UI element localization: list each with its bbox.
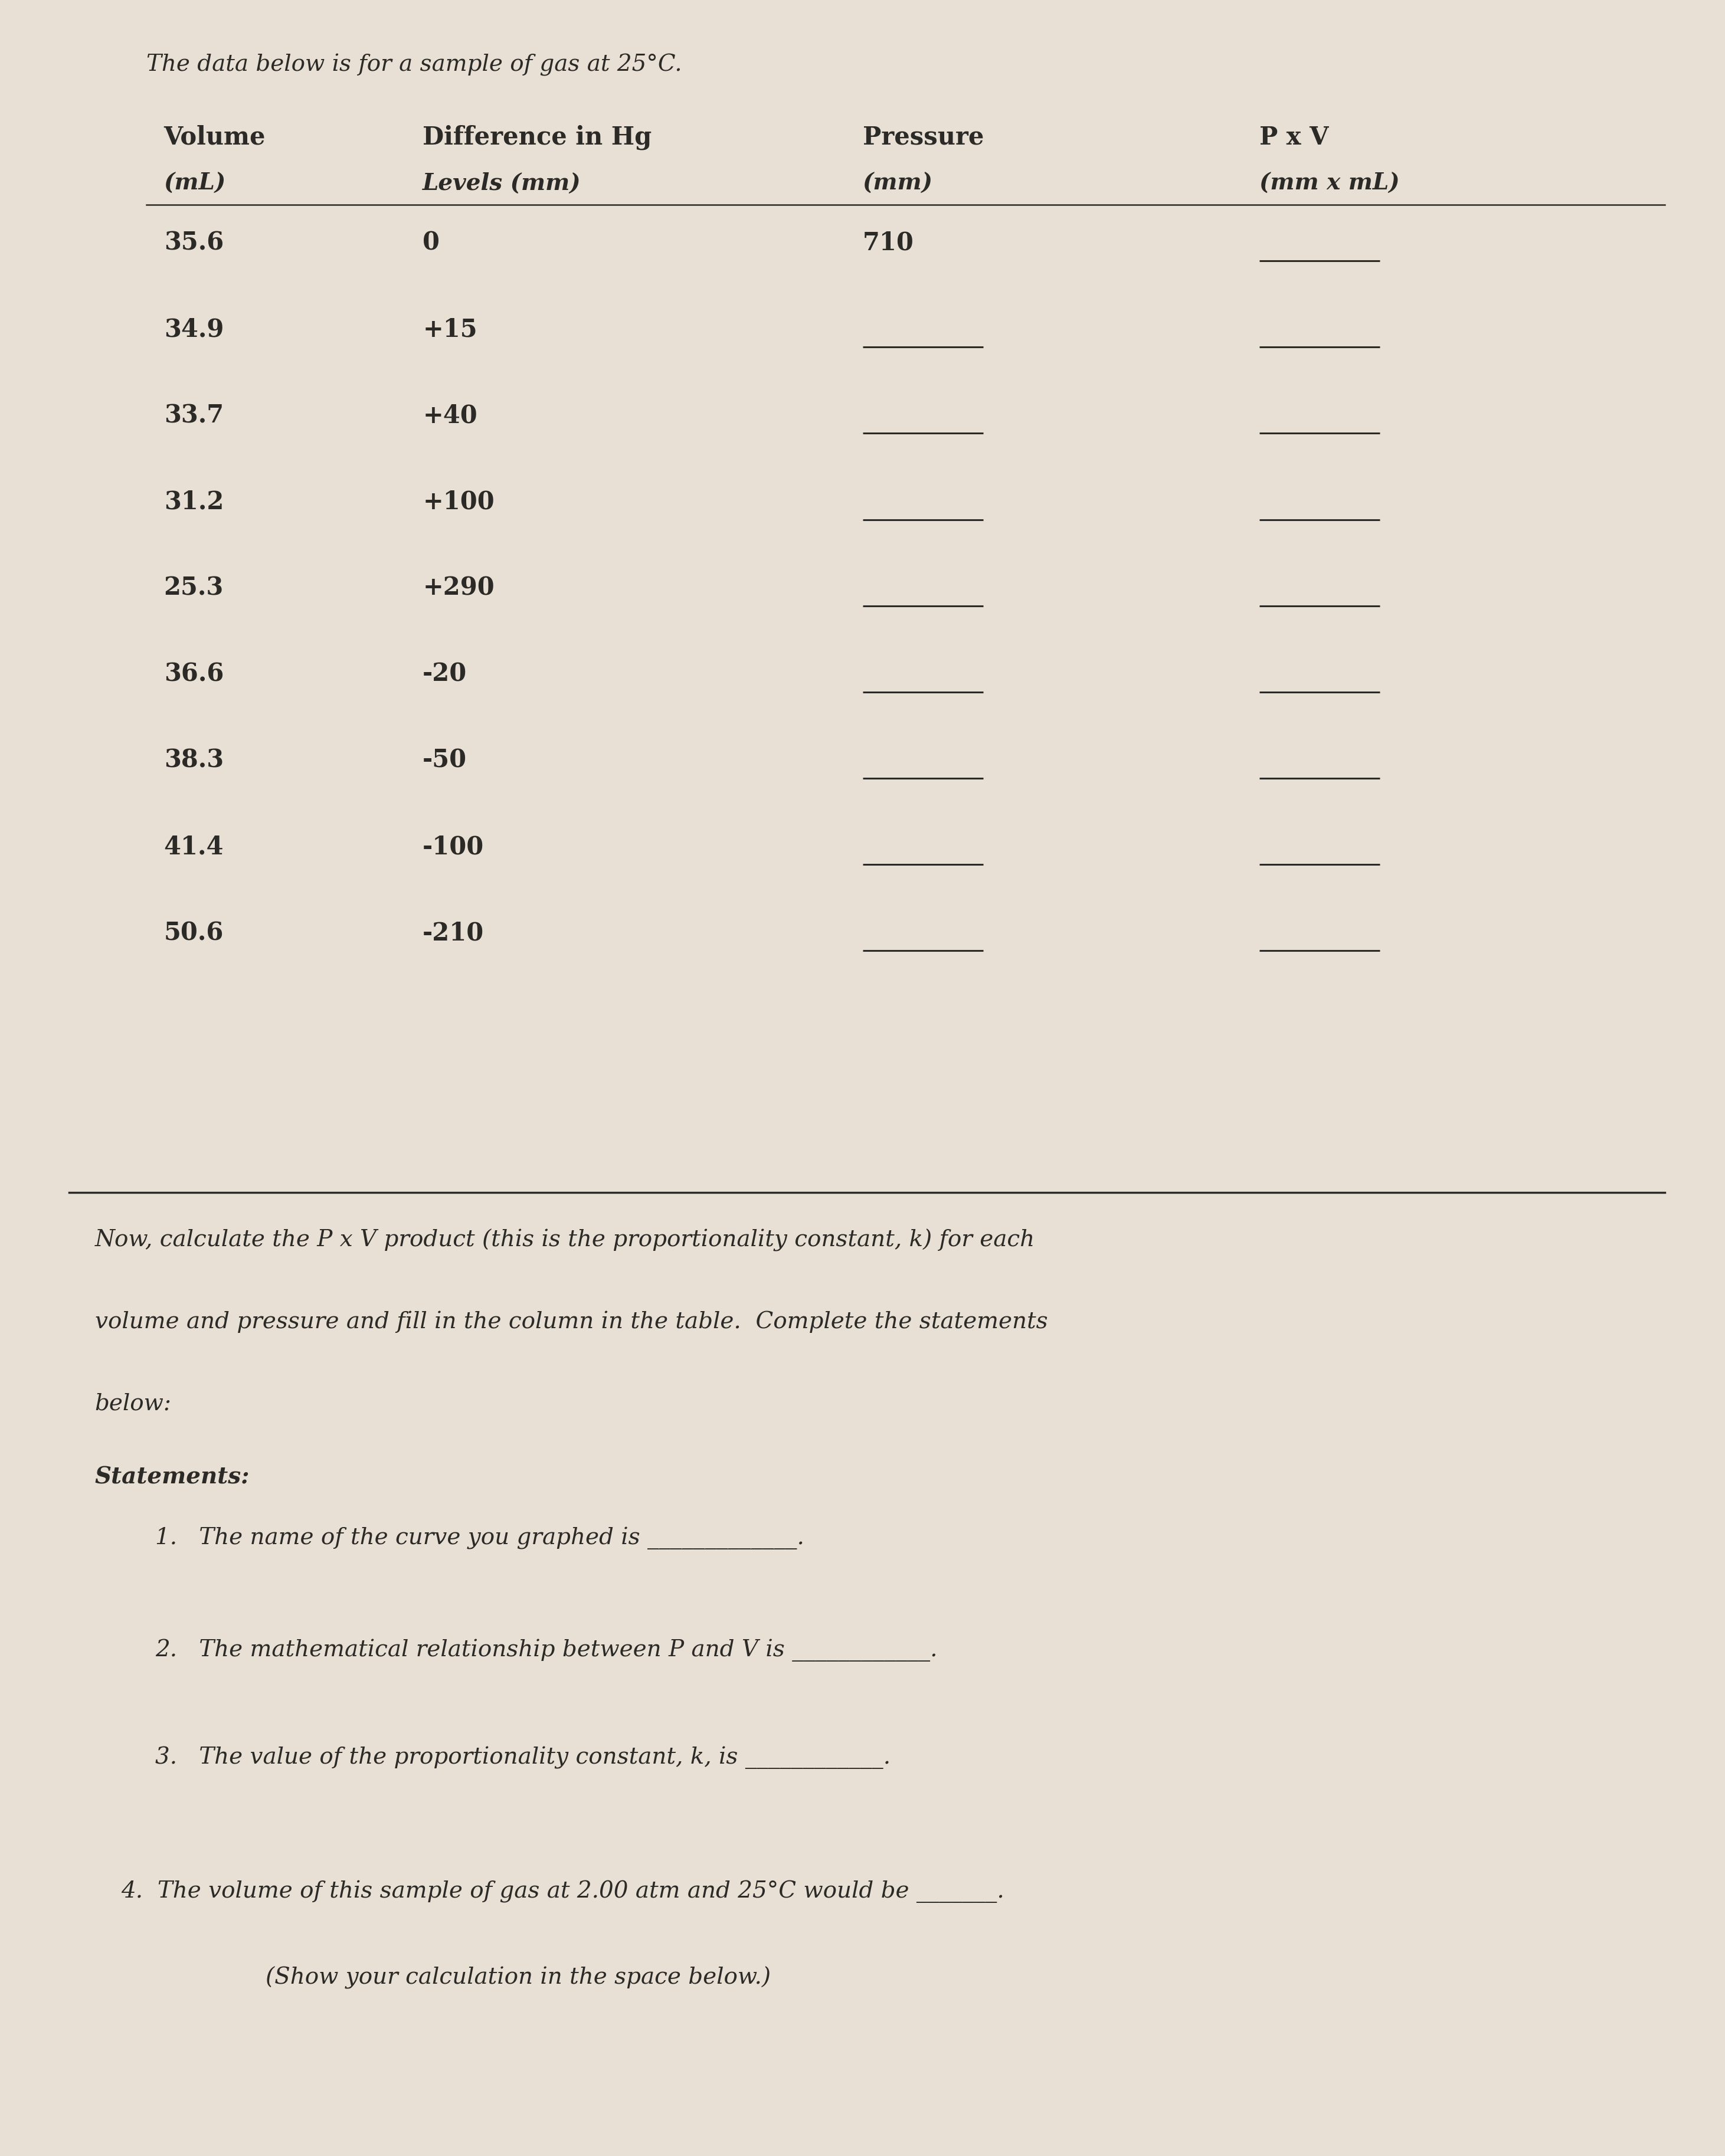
Text: 3.   The value of the proportionality constant, k, is ____________.: 3. The value of the proportionality cons…: [155, 1746, 890, 1770]
Text: +40: +40: [423, 403, 478, 427]
Text: Volume: Volume: [164, 125, 266, 149]
Text: -20: -20: [423, 662, 467, 686]
Text: (mm): (mm): [862, 172, 933, 194]
Text: 710: 710: [862, 231, 914, 254]
Text: Levels (mm): Levels (mm): [423, 172, 581, 194]
Text: (mL): (mL): [164, 172, 226, 194]
Text: 2.   The mathematical relationship between P and V is ____________.: 2. The mathematical relationship between…: [155, 1639, 937, 1662]
Text: 33.7: 33.7: [164, 403, 224, 427]
Text: 25.3: 25.3: [164, 576, 224, 599]
Text: 0: 0: [423, 231, 440, 254]
Text: Statements:: Statements:: [95, 1466, 250, 1488]
Text: 34.9: 34.9: [164, 317, 224, 341]
Text: +100: +100: [423, 489, 495, 513]
Text: 50.6: 50.6: [164, 921, 224, 944]
Text: 31.2: 31.2: [164, 489, 224, 513]
Text: Pressure: Pressure: [862, 125, 983, 149]
Text: The data below is for a sample of gas at 25°C.: The data below is for a sample of gas at…: [147, 54, 683, 75]
Text: (mm x mL): (mm x mL): [1259, 172, 1399, 194]
Text: below:: below:: [95, 1393, 171, 1414]
Text: P x V: P x V: [1259, 125, 1328, 149]
Text: volume and pressure and fill in the column in the table.  Complete the statement: volume and pressure and fill in the colu…: [95, 1311, 1047, 1332]
Text: 41.4: 41.4: [164, 834, 224, 858]
Text: 1.   The name of the curve you graphed is _____________.: 1. The name of the curve you graphed is …: [155, 1526, 804, 1550]
Text: (Show your calculation in the space below.): (Show your calculation in the space belo…: [207, 1966, 771, 1990]
Text: Now, calculate the P x V product (this is the proportionality constant, k) for e: Now, calculate the P x V product (this i…: [95, 1229, 1035, 1253]
Text: +15: +15: [423, 317, 478, 341]
Text: 4.  The volume of this sample of gas at 2.00 atm and 25°C would be _______.: 4. The volume of this sample of gas at 2…: [121, 1880, 1004, 1904]
Text: 35.6: 35.6: [164, 231, 224, 254]
Text: 36.6: 36.6: [164, 662, 224, 686]
Text: -100: -100: [423, 834, 485, 858]
Text: -50: -50: [423, 748, 467, 772]
Text: Difference in Hg: Difference in Hg: [423, 125, 652, 151]
Text: -210: -210: [423, 921, 485, 944]
Text: 38.3: 38.3: [164, 748, 224, 772]
Text: +290: +290: [423, 576, 495, 599]
